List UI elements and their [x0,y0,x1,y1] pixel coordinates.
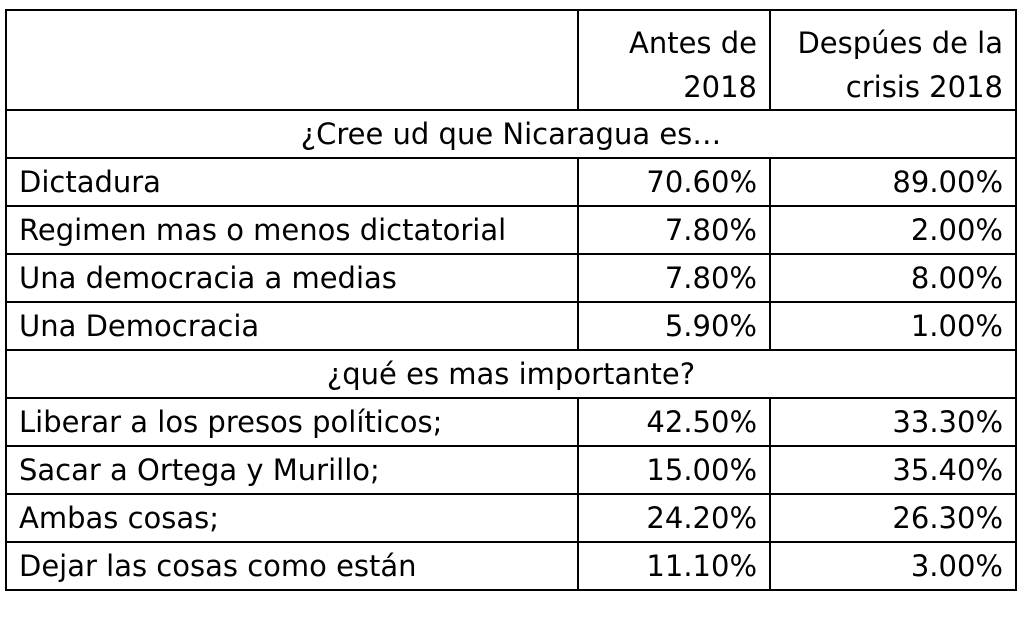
table-row: Ambas cosas; 24.20% 26.30% [5,493,1017,543]
value-after-crisis-2018: 26.30% [769,493,1017,543]
value-before-2018: 5.90% [577,301,771,351]
value-after-crisis-2018: 3.00% [769,541,1017,591]
value-after-crisis-2018: 89.00% [769,157,1017,207]
value-before-2018: 15.00% [577,445,771,495]
header-empty-cell [5,9,579,111]
row-label: Una democracia a medias [5,253,579,303]
column-header-after-crisis-2018: Despúes de la crisis 2018 [769,9,1017,111]
value-before-2018: 42.50% [577,397,771,447]
row-label: Regimen mas o menos dictatorial [5,205,579,255]
section-heading-row: ¿qué es mas importante? [5,349,1017,399]
row-label: Una Democracia [5,301,579,351]
table-row: Regimen mas o menos dictatorial 7.80% 2.00… [5,205,1017,255]
value-after-crisis-2018: 35.40% [769,445,1017,495]
value-before-2018: 11.10% [577,541,771,591]
section-heading: ¿Cree ud que Nicaragua es… [5,109,1017,159]
row-label: Sacar a Ortega y Murillo; [5,445,579,495]
row-label: Dictadura [5,157,579,207]
table-row: Dictadura 70.60% 89.00% [5,157,1017,207]
row-label: Ambas cosas; [5,493,579,543]
value-before-2018: 7.80% [577,205,771,255]
value-after-crisis-2018: 33.30% [769,397,1017,447]
column-header-before-2018: Antes de 2018 [577,9,771,111]
value-before-2018: 24.20% [577,493,771,543]
value-before-2018: 70.60% [577,157,771,207]
header-row: Antes de 2018 Despúes de la crisis 2018 [5,9,1017,111]
table-row: Una Democracia 5.90% 1.00% [5,301,1017,351]
row-label: Dejar las cosas como están [5,541,579,591]
value-after-crisis-2018: 1.00% [769,301,1017,351]
table-row: Liberar a los presos políticos; 42.50% 33.… [5,397,1017,447]
section-heading: ¿qué es mas importante? [5,349,1017,399]
value-before-2018: 7.80% [577,253,771,303]
table-row: Sacar a Ortega y Murillo; 15.00% 35.40% [5,445,1017,495]
section-heading-row: ¿Cree ud que Nicaragua es… [5,109,1017,159]
table-row: Una democracia a medias 7.80% 8.00% [5,253,1017,303]
poll-table: Antes de 2018 Despúes de la crisis 2018 … [5,9,1017,591]
row-label: Liberar a los presos políticos; [5,397,579,447]
value-after-crisis-2018: 8.00% [769,253,1017,303]
value-after-crisis-2018: 2.00% [769,205,1017,255]
table-row: Dejar las cosas como están 11.10% 3.00% [5,541,1017,591]
